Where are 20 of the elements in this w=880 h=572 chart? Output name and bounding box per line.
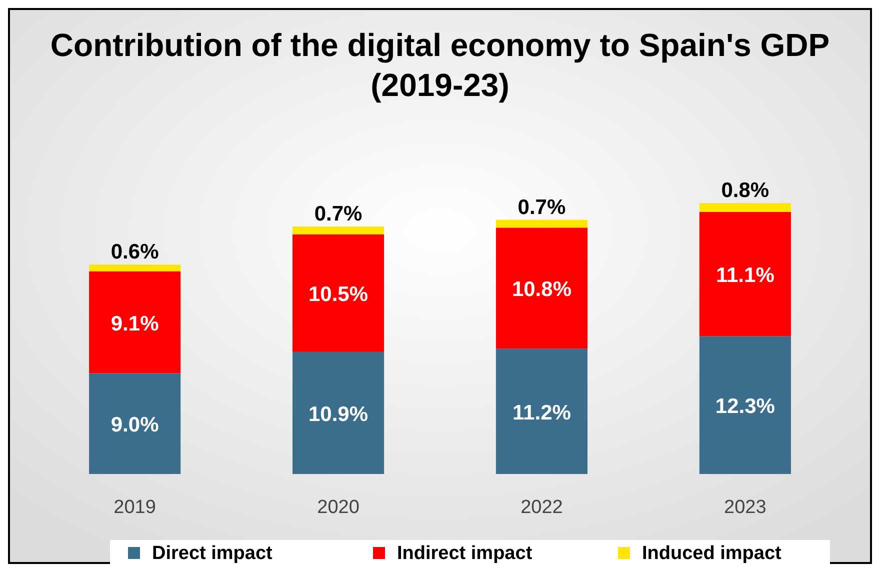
x-tick-label: 2022 <box>520 497 563 518</box>
x-tick-label: 2023 <box>724 497 766 518</box>
x-tick-label: 2019 <box>114 497 156 518</box>
data-label: 0.6% <box>110 240 160 264</box>
chart-title: Contribution of the digital economy to Spain's GDP (2019-23) <box>50 27 830 103</box>
data-label: 9.1% <box>110 312 160 336</box>
data-label: 0.7% <box>518 196 566 219</box>
data-label: 0.7% <box>314 202 363 226</box>
data-label: 9.0% <box>110 414 160 437</box>
data-label: 11.2% <box>512 401 572 424</box>
data-label: 12.3% <box>715 395 776 418</box>
legend-label: Indirect impact <box>397 543 533 564</box>
data-label: 10.8% <box>512 278 572 302</box>
data-label: 10.5% <box>308 283 368 306</box>
data-label: 10.9% <box>308 402 368 426</box>
data-label: 0.8% <box>721 179 770 202</box>
data-label: 11.1% <box>716 264 775 288</box>
x-tick-label: 2020 <box>317 497 360 518</box>
legend-label: Direct impact <box>152 543 274 564</box>
legend-label: Induced impact <box>642 543 782 564</box>
